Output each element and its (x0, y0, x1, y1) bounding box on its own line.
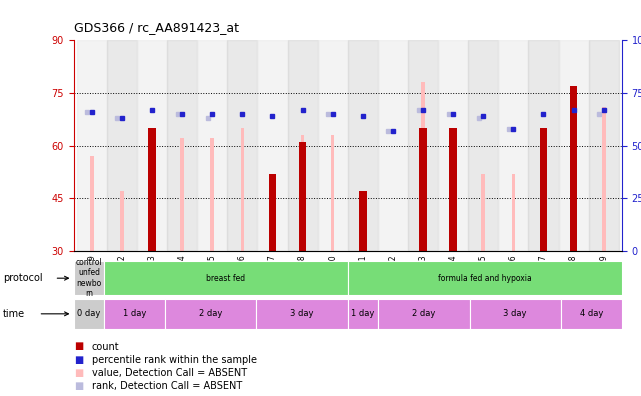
Bar (137, 40, 167, 251)
Text: breast fed: breast fed (206, 274, 246, 283)
Text: time: time (3, 309, 26, 319)
Bar (361, 191, 365, 251)
Bar (301, 135, 304, 251)
Bar (558, 40, 588, 251)
Bar (120, 191, 124, 251)
Bar (104, 261, 347, 295)
Bar (197, 40, 228, 251)
Bar (104, 299, 165, 329)
Bar (90, 156, 94, 251)
Text: 3 day: 3 day (503, 309, 527, 318)
Text: ■: ■ (74, 341, 83, 352)
Bar (210, 139, 214, 251)
Bar (512, 174, 515, 251)
Bar (378, 299, 469, 329)
Bar (540, 128, 547, 251)
Bar (481, 174, 485, 251)
Bar (542, 174, 545, 251)
Text: percentile rank within the sample: percentile rank within the sample (92, 354, 256, 365)
Bar (572, 86, 576, 251)
Bar (570, 86, 578, 251)
Bar (240, 128, 244, 251)
Bar (74, 299, 104, 329)
Bar (347, 299, 378, 329)
Bar (165, 299, 256, 329)
Bar (449, 128, 457, 251)
Bar (528, 40, 558, 251)
Bar (588, 40, 619, 251)
Bar (469, 299, 561, 329)
Bar (378, 40, 408, 251)
Text: 1 day: 1 day (123, 309, 146, 318)
Text: protocol: protocol (3, 273, 43, 283)
Bar (408, 40, 438, 251)
Text: ■: ■ (74, 354, 83, 365)
Text: 3 day: 3 day (290, 309, 314, 318)
Text: GDS366 / rc_AA891423_at: GDS366 / rc_AA891423_at (74, 21, 238, 34)
Bar (498, 40, 528, 251)
Bar (269, 174, 276, 251)
Bar (228, 40, 258, 251)
Text: value, Detection Call = ABSENT: value, Detection Call = ABSENT (92, 367, 247, 378)
Bar (271, 174, 274, 251)
Bar (421, 82, 425, 251)
Bar (347, 261, 622, 295)
Bar (347, 40, 378, 251)
Text: 2 day: 2 day (412, 309, 435, 318)
Bar (359, 191, 367, 251)
Bar (258, 40, 288, 251)
Text: 0 day: 0 day (78, 309, 101, 318)
Bar (150, 142, 154, 251)
Text: ■: ■ (74, 367, 83, 378)
Text: control
unfed
newbo
rn: control unfed newbo rn (76, 258, 103, 298)
Bar (602, 107, 606, 251)
Text: 4 day: 4 day (579, 309, 603, 318)
Bar (468, 40, 498, 251)
Text: count: count (92, 341, 119, 352)
Bar (299, 142, 306, 251)
Bar (438, 40, 468, 251)
Bar (288, 40, 318, 251)
Text: 1 day: 1 day (351, 309, 374, 318)
Bar (451, 128, 455, 251)
Bar (180, 139, 184, 251)
Bar (419, 128, 427, 251)
Bar (77, 40, 107, 251)
Text: rank, Detection Call = ABSENT: rank, Detection Call = ABSENT (92, 381, 242, 391)
Bar (331, 135, 335, 251)
Bar (74, 261, 104, 295)
Text: formula fed and hypoxia: formula fed and hypoxia (438, 274, 531, 283)
Bar (167, 40, 197, 251)
Bar (148, 128, 156, 251)
Bar (318, 40, 347, 251)
Bar (107, 40, 137, 251)
Text: 2 day: 2 day (199, 309, 222, 318)
Bar (256, 299, 347, 329)
Text: ■: ■ (74, 381, 83, 391)
Bar (561, 299, 622, 329)
